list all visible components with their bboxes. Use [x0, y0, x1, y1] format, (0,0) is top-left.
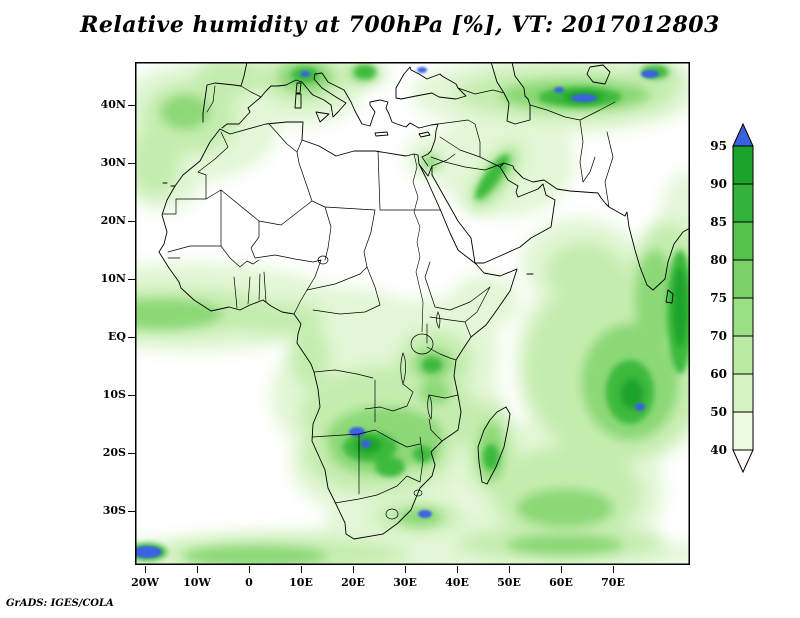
lon-tick — [405, 566, 406, 573]
colorbar-label: 60 — [710, 367, 727, 381]
colorbar-label: 80 — [710, 253, 727, 267]
lat-tick — [128, 279, 135, 280]
lon-tick — [249, 566, 250, 573]
lat-tick-label: 30N — [100, 156, 126, 169]
lat-tick-label: EQ — [108, 330, 126, 343]
colorbar-label: 90 — [710, 177, 727, 191]
lon-tick-label: 60E — [549, 576, 573, 589]
colorbar-label: 40 — [710, 443, 727, 457]
colorbar-label: 85 — [710, 215, 727, 229]
country-borders — [162, 85, 616, 520]
coastlines — [158, 62, 690, 540]
colorbar-segment — [732, 259, 754, 299]
over-95-spots — [135, 67, 659, 558]
colorbar-label: 70 — [710, 329, 727, 343]
humidity-shading — [135, 62, 690, 565]
colorbar-segment — [732, 297, 754, 337]
colorbar-segment — [732, 411, 754, 451]
lat-tick-label: 30S — [102, 504, 126, 517]
colorbar-segment — [732, 335, 754, 375]
lat-tick — [128, 395, 135, 396]
credit-text: GrADS: IGES/COLA — [6, 598, 114, 609]
lon-tick — [301, 566, 302, 573]
lon-tick — [613, 566, 614, 573]
page-title: Relative humidity at 700hPa [%], VT: 201… — [80, 12, 720, 38]
lat-tick — [128, 453, 135, 454]
lon-tick-label: 20W — [131, 576, 159, 589]
lon-tick-label: 30E — [393, 576, 417, 589]
lon-tick — [457, 566, 458, 573]
lat-tick-label: 40N — [100, 98, 126, 111]
colorbar-above-arrow — [732, 122, 754, 147]
lon-tick — [145, 566, 146, 573]
lon-tick-label: 20E — [341, 576, 365, 589]
lon-tick — [353, 566, 354, 573]
lat-tick — [128, 221, 135, 222]
lon-tick-label: 10W — [183, 576, 211, 589]
lon-tick-label: 10E — [289, 576, 313, 589]
lat-tick-label: 10S — [102, 388, 126, 401]
colorbar-below-arrow — [732, 449, 754, 474]
lon-tick-label: 70E — [601, 576, 625, 589]
lon-tick-label: 0 — [245, 576, 253, 589]
colorbar-label: 95 — [710, 139, 727, 153]
lat-tick-label: 20S — [102, 446, 126, 459]
lat-tick — [128, 163, 135, 164]
map-canvas — [135, 62, 690, 565]
lon-tick — [561, 566, 562, 573]
map-frame — [135, 62, 690, 565]
lat-tick-label: 10N — [100, 272, 126, 285]
colorbar-segment — [732, 373, 754, 413]
colorbar-label: 50 — [710, 405, 727, 419]
lon-tick-label: 40E — [445, 576, 469, 589]
colorbar: 95 90 85 80 75 70 60 50 40 — [710, 122, 754, 474]
lat-tick — [128, 337, 135, 338]
lon-tick-label: 50E — [497, 576, 521, 589]
lon-tick — [509, 566, 510, 573]
lat-tick-label: 20N — [100, 214, 126, 227]
colorbar-segment — [732, 145, 754, 185]
colorbar-label: 75 — [710, 291, 727, 305]
lon-tick — [197, 566, 198, 573]
colorbar-segment — [732, 221, 754, 261]
colorbar-segment — [732, 183, 754, 223]
lat-tick — [128, 105, 135, 106]
lat-tick — [128, 511, 135, 512]
